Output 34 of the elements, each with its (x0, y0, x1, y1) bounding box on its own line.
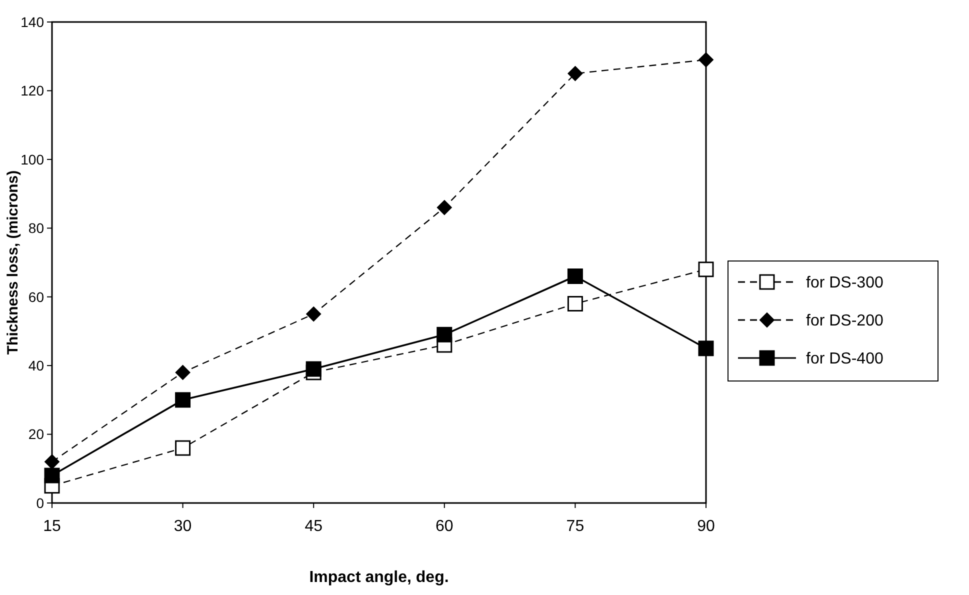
x-tick-label: 45 (304, 518, 323, 535)
y-tick-label: 80 (28, 220, 44, 236)
point (44, 454, 60, 470)
legend-label: for DS-300 (806, 274, 884, 292)
y-tick-label: 120 (20, 82, 44, 99)
y-tick-label: 0 (36, 494, 44, 511)
point (436, 326, 452, 342)
point (698, 52, 714, 68)
y-tick-label: 60 (28, 288, 44, 305)
point (436, 200, 452, 216)
y-tick-label: 20 (28, 426, 44, 442)
legend-label: for DS-400 (806, 350, 884, 368)
y-axis-title: Thickness loss, (microns) (4, 170, 22, 355)
x-tick-label: 15 (43, 518, 61, 535)
point (175, 364, 190, 380)
point (306, 306, 322, 322)
point (567, 268, 583, 284)
y-tick-label: 40 (28, 357, 44, 374)
x-tick-label: 30 (174, 518, 192, 535)
x-tick-label: 75 (566, 518, 584, 535)
point (698, 262, 714, 278)
point (44, 468, 60, 484)
point (175, 440, 191, 456)
x-tick-label: 60 (436, 518, 454, 535)
point (698, 340, 714, 356)
x-axis-title: Impact angle, deg. (309, 569, 449, 586)
point (175, 392, 191, 408)
x-tick-label: 90 (697, 518, 715, 535)
point (567, 296, 583, 312)
point (568, 66, 583, 82)
point (306, 361, 322, 377)
y-tick-label: 140 (20, 14, 44, 30)
y-tick-label: 100 (20, 151, 44, 168)
legend-label: for DS-200 (806, 312, 884, 330)
